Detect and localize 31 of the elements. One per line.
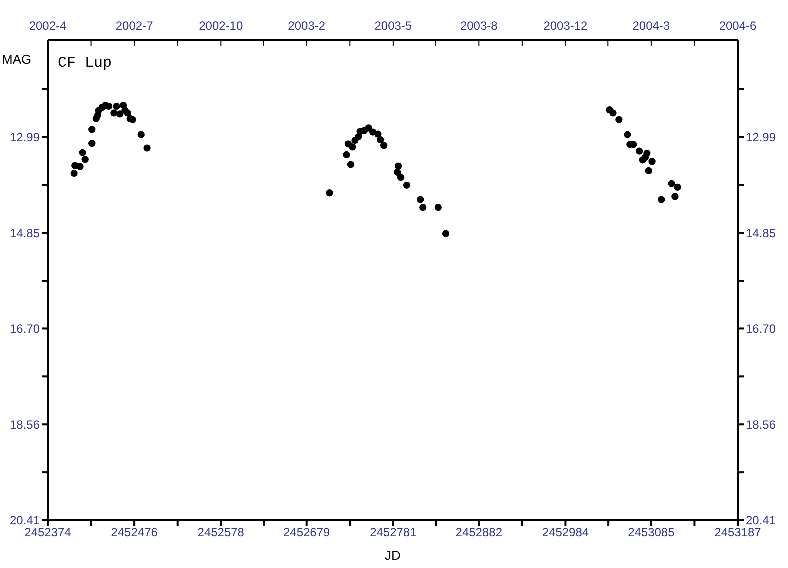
x2-tick-label: 2004-3 [632,19,670,33]
y2-tick-label: 16.70 [746,322,776,336]
y-tick-label: 12.99 [10,130,40,145]
y2-tick-label: 20.41 [746,513,776,528]
x2-tick-label: 2002-7 [116,19,154,33]
x2-tick-label: 2003-8 [460,19,498,33]
y-tick-label: 20.41 [10,513,40,528]
y-tick-label: 16.70 [10,322,40,336]
x2-tick-label: 2003-12 [544,19,588,33]
x2-tick-label: 2003-5 [374,19,412,33]
text: CF Lup [58,55,112,72]
x-tick-label: 2452374 [24,526,72,540]
x2-tick-label: 2002-4 [29,19,68,33]
x-tick-label: 2452781 [370,526,418,540]
x2-tick-label: 2002-10 [199,19,244,33]
y2-tick-label: 12.99 [746,130,776,145]
x-tick-label: 2453085 [628,526,676,540]
x2-tick-label: 2003-2 [288,19,326,33]
x-axis-title: JD [385,548,401,563]
x-tick-label: 2453187 [714,526,762,540]
y2-tick-label: 18.56 [746,418,776,432]
y-axis-title: MAG [2,52,32,67]
x-tick-label: 2452578 [198,526,245,540]
y-tick-label: 18.56 [10,418,40,432]
y2-tick-label: 14.85 [746,226,776,241]
x-tick-label: 2452984 [542,526,590,540]
x-tick-label: 2452476 [111,526,158,540]
x2-tick-label: 2004-6 [719,19,758,33]
x-tick-label: 2452882 [456,526,503,540]
y-tick-label: 14.85 [10,226,40,241]
x-tick-label: 2452679 [283,526,331,540]
